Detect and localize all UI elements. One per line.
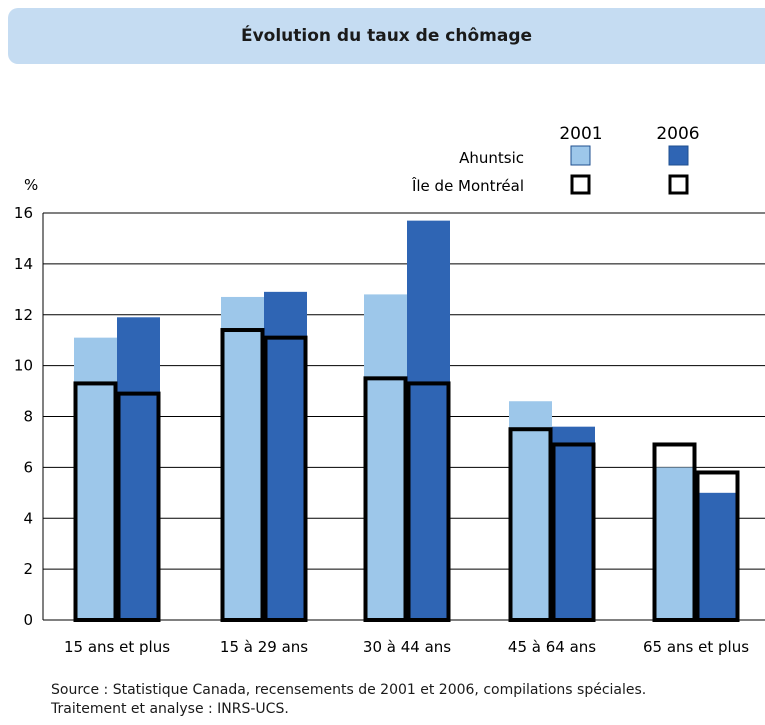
y-axis-ticks: 0 2 4 6 8 10 12 14 16: [14, 204, 33, 629]
source-note: Source : Statistique Canada, recensement…: [51, 681, 646, 719]
bar-ahuntsic-2006: [264, 291, 307, 620]
bar-ahuntsic-2006: [552, 426, 595, 620]
bar-ahuntsic-2006: [407, 220, 450, 620]
bar-ile-de-montreal-2001: [220, 328, 265, 622]
bar-ile-de-montreal-2006: [263, 335, 308, 622]
legend: 2001 2006 Ahuntsic Île de Montréal: [411, 124, 700, 195]
bar-ahuntsic-2001: [74, 337, 117, 620]
legend-swatch-ile-2001: [570, 174, 591, 195]
bar-ahuntsic-2001: [653, 467, 696, 620]
x-tick-label: 30 à 44 ans: [363, 638, 451, 656]
y-tick-label: 16: [14, 204, 33, 222]
bar-ile-de-montreal-2006: [406, 381, 451, 622]
bar-ahuntsic-2006: [117, 317, 160, 620]
chart-title: Évolution du taux de chômage: [8, 8, 765, 64]
bar-ahuntsic-2001: [364, 294, 407, 620]
x-tick-label: 15 à 29 ans: [220, 638, 308, 656]
bar-ahuntsic-2001: [221, 296, 264, 620]
legend-swatch-ahuntsic-2001: [570, 145, 591, 166]
y-tick-label: 14: [14, 255, 33, 273]
y-tick-label: 6: [23, 458, 33, 476]
legend-label: Ahuntsic: [459, 149, 524, 167]
y-tick-label: 10: [14, 357, 33, 375]
legend-swatch-ahuntsic-2006: [668, 145, 689, 166]
bar-ahuntsic-2001: [509, 401, 552, 620]
bars: [73, 220, 740, 623]
bar-ahuntsic-2006: [696, 492, 739, 620]
bar-ile-de-montreal-2006: [695, 470, 740, 622]
chart-area: 0 2 4 6 8 10 12 14 16 % 15 ans et plus 15 à 29 an…: [14, 124, 765, 656]
legend-year-2001: 2001: [559, 124, 602, 144]
source-credit-line: Traitement et analyse : INRS-UCS.: [51, 701, 289, 717]
y-tick-label: 12: [14, 306, 33, 324]
x-axis-labels: 15 ans et plus 15 à 29 ans 30 à 44 ans 45 à…: [64, 638, 749, 656]
x-tick-label: 45 à 64 ans: [508, 638, 596, 656]
y-tick-label: 0: [23, 611, 33, 629]
legend-label: Île de Montréal: [411, 176, 524, 195]
bar-ile-de-montreal-2001: [73, 381, 118, 622]
y-tick-label: 2: [23, 560, 33, 578]
bar-ile-de-montreal-2001: [363, 376, 408, 622]
bar-ile-de-montreal-2006: [551, 442, 596, 623]
bar-ile-de-montreal-2006: [116, 391, 161, 623]
y-tick-label: 4: [23, 509, 33, 527]
x-tick-label: 15 ans et plus: [64, 638, 170, 656]
y-axis-label: %: [24, 176, 38, 194]
x-tick-label: 65 ans et plus: [643, 638, 749, 656]
y-tick-label: 8: [23, 408, 33, 426]
legend-swatch-ile-2006: [668, 174, 689, 195]
bar-ile-de-montreal-2001: [508, 427, 553, 622]
bar-ile-de-montreal-2001: [652, 442, 697, 623]
legend-year-2006: 2006: [656, 124, 699, 144]
source-line: Source : Statistique Canada, recensement…: [51, 682, 647, 698]
